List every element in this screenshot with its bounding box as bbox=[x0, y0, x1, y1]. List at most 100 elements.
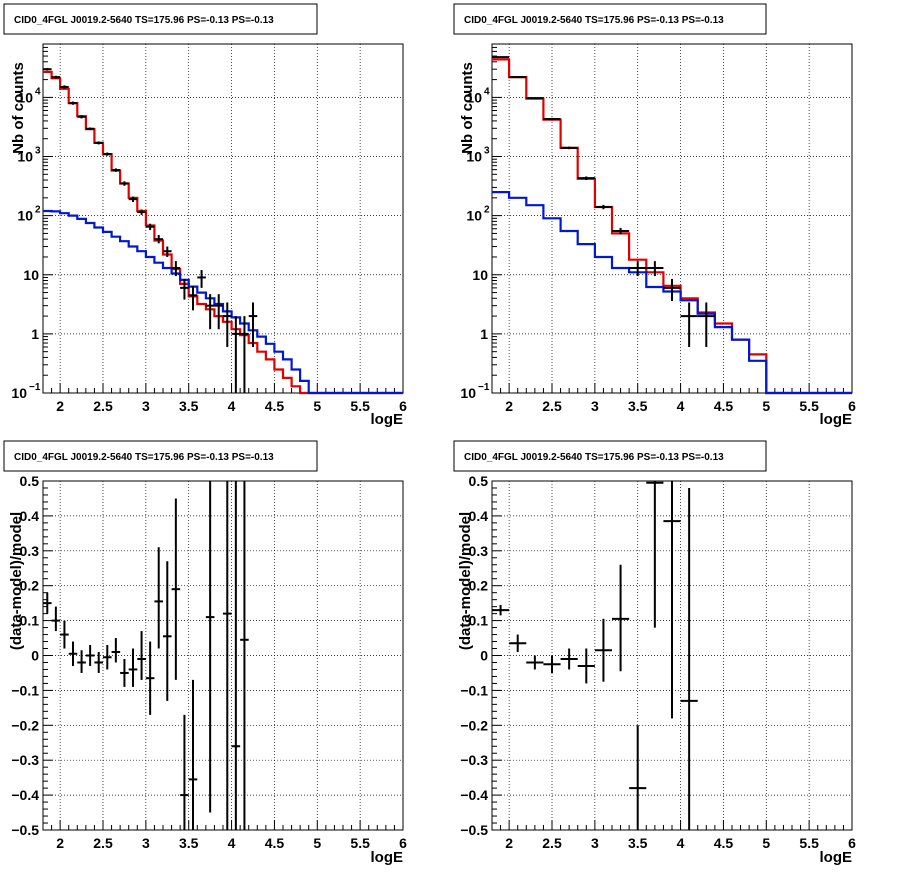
y-axis-label: (data-model)/model bbox=[457, 512, 474, 650]
y-axis-label: Nb of counts bbox=[10, 62, 27, 154]
y-tick-exponent: 2 bbox=[35, 205, 41, 216]
y-tick-label: 10 bbox=[466, 149, 482, 165]
x-tick-label: 2 bbox=[56, 398, 64, 414]
x-tick-label: 6 bbox=[399, 398, 407, 414]
y-tick-label: 10 bbox=[472, 267, 488, 283]
y-tick-label: −0.4 bbox=[460, 787, 488, 803]
y-tick-label: 10 bbox=[17, 89, 33, 105]
x-tick-label: 6 bbox=[399, 835, 407, 851]
y-tick-label: 10 bbox=[17, 208, 33, 224]
y-tick-exponent: 4 bbox=[35, 86, 41, 97]
y-tick-label: 0 bbox=[31, 648, 39, 664]
y-tick-exponent: 4 bbox=[484, 86, 490, 97]
y-tick-label: 10 bbox=[466, 208, 482, 224]
x-tick-label: 5.5 bbox=[350, 398, 370, 414]
x-tick-label: 3 bbox=[591, 835, 599, 851]
y-tick-label: 10 bbox=[460, 385, 476, 401]
y-tick-label: 10 bbox=[466, 89, 482, 105]
y-tick-label: 0.4 bbox=[20, 508, 40, 524]
x-tick-label: 4 bbox=[677, 398, 685, 414]
x-tick-label: 2.5 bbox=[93, 398, 113, 414]
panel-title: CID0_4FGL J0019.2-5640 TS=175.96 PS=-0.1… bbox=[14, 15, 274, 26]
y-tick-label: 10 bbox=[23, 267, 39, 283]
x-tick-label: 3.5 bbox=[628, 398, 648, 414]
model-component-series bbox=[492, 191, 852, 395]
x-tick-label: 5.5 bbox=[799, 835, 819, 851]
y-axis-label: (data-model)/model bbox=[8, 512, 25, 650]
residual-panel-right: CID0_4FGL J0019.2-5640 TS=175.96 PS=-0.1… bbox=[453, 440, 856, 866]
panel-title: CID0_4FGL J0019.2-5640 TS=175.96 PS=-0.1… bbox=[464, 15, 724, 26]
y-tick-exponent: 3 bbox=[35, 146, 41, 157]
x-tick-label: 6 bbox=[848, 835, 856, 851]
y-tick-label: 0.3 bbox=[469, 543, 489, 559]
y-tick-label: 1 bbox=[31, 326, 39, 342]
x-tick-label: 3 bbox=[142, 398, 150, 414]
x-tick-label: 6 bbox=[848, 398, 856, 414]
y-tick-label: 0.1 bbox=[469, 613, 489, 629]
y-tick-label: −0.1 bbox=[11, 682, 39, 698]
spectrum-panel-right: CID0_4FGL J0019.2-5640 TS=175.96 PS=-0.1… bbox=[453, 3, 856, 428]
x-tick-label: 3 bbox=[591, 398, 599, 414]
x-tick-label: 5.5 bbox=[350, 835, 370, 851]
x-tick-label: 2 bbox=[505, 835, 513, 851]
title-box bbox=[3, 3, 318, 35]
y-tick-label: 0 bbox=[480, 648, 488, 664]
x-tick-label: 3 bbox=[142, 835, 150, 851]
x-tick-label: 4.5 bbox=[714, 398, 734, 414]
y-tick-label: 0.4 bbox=[469, 508, 489, 524]
y-tick-label: 10 bbox=[11, 385, 27, 401]
y-tick-label: 10 bbox=[17, 149, 33, 165]
x-tick-label: 5.5 bbox=[799, 398, 819, 414]
y-tick-label: −0.2 bbox=[460, 717, 488, 733]
y-tick-label: 1 bbox=[480, 326, 488, 342]
x-tick-label: 4 bbox=[228, 398, 236, 414]
panel-title: CID0_4FGL J0019.2-5640 TS=175.96 PS=-0.1… bbox=[464, 452, 724, 463]
y-tick-label: −0.5 bbox=[11, 822, 39, 838]
y-tick-label: −0.1 bbox=[460, 682, 488, 698]
x-tick-label: 4.5 bbox=[714, 835, 734, 851]
title-box bbox=[3, 440, 318, 472]
x-tick-label: 4 bbox=[677, 835, 685, 851]
x-tick-label: 2.5 bbox=[542, 398, 562, 414]
y-tick-label: 0.2 bbox=[469, 578, 489, 594]
x-tick-label: 4.5 bbox=[265, 835, 285, 851]
model-component-series bbox=[43, 209, 403, 395]
x-tick-label: 3.5 bbox=[628, 835, 648, 851]
y-tick-label: 0.1 bbox=[20, 613, 40, 629]
x-tick-label: 5 bbox=[313, 398, 321, 414]
x-tick-label: 2 bbox=[505, 398, 513, 414]
x-tick-label: 4 bbox=[228, 835, 236, 851]
x-axis-label: logE bbox=[371, 849, 404, 866]
plot-area: 2 2.5 3 3.5 4 4.5 5 5.5 6 −0.5 −0.4 −0.3 −0.2 −0.1 0 0.… bbox=[11, 473, 407, 851]
x-tick-label: 5 bbox=[762, 398, 770, 414]
y-tick-label: 0.5 bbox=[20, 473, 40, 489]
plot-area: 2 2.5 3 3.5 4 4.5 5 5.5 6 −0.5 −0.4 −0.3 −0.2 −0.1 0 0.… bbox=[460, 473, 856, 851]
y-tick-label: 0.2 bbox=[20, 578, 40, 594]
panel-title: CID0_4FGL J0019.2-5640 TS=175.96 PS=-0.1… bbox=[14, 452, 274, 463]
y-tick-exponent: 3 bbox=[484, 146, 490, 157]
y-tick-label: −0.3 bbox=[11, 752, 39, 768]
x-tick-label: 4.5 bbox=[265, 398, 285, 414]
x-axis-label: logE bbox=[371, 411, 404, 428]
x-tick-label: 2.5 bbox=[93, 835, 113, 851]
y-tick-label: −0.3 bbox=[460, 752, 488, 768]
y-tick-label: −0.5 bbox=[460, 822, 488, 838]
x-tick-label: 3.5 bbox=[179, 835, 199, 851]
y-tick-exponent: −1 bbox=[478, 382, 490, 393]
y-tick-label: −0.4 bbox=[11, 787, 39, 803]
x-axis-label: logE bbox=[820, 849, 853, 866]
spectrum-panel-left: CID0_4FGL J0019.2-5640 TS=175.96 PS=-0.1… bbox=[3, 3, 407, 428]
title-box bbox=[453, 3, 767, 35]
x-tick-label: 5 bbox=[762, 835, 770, 851]
y-tick-label: 0.5 bbox=[469, 473, 489, 489]
y-tick-exponent: −1 bbox=[29, 382, 41, 393]
x-tick-label: 2.5 bbox=[542, 835, 562, 851]
y-tick-label: −0.2 bbox=[11, 717, 39, 733]
y-axis-label: Nb of counts bbox=[459, 62, 476, 154]
x-tick-label: 5 bbox=[313, 835, 321, 851]
y-tick-label: 0.3 bbox=[20, 543, 40, 559]
x-tick-label: 3.5 bbox=[179, 398, 199, 414]
